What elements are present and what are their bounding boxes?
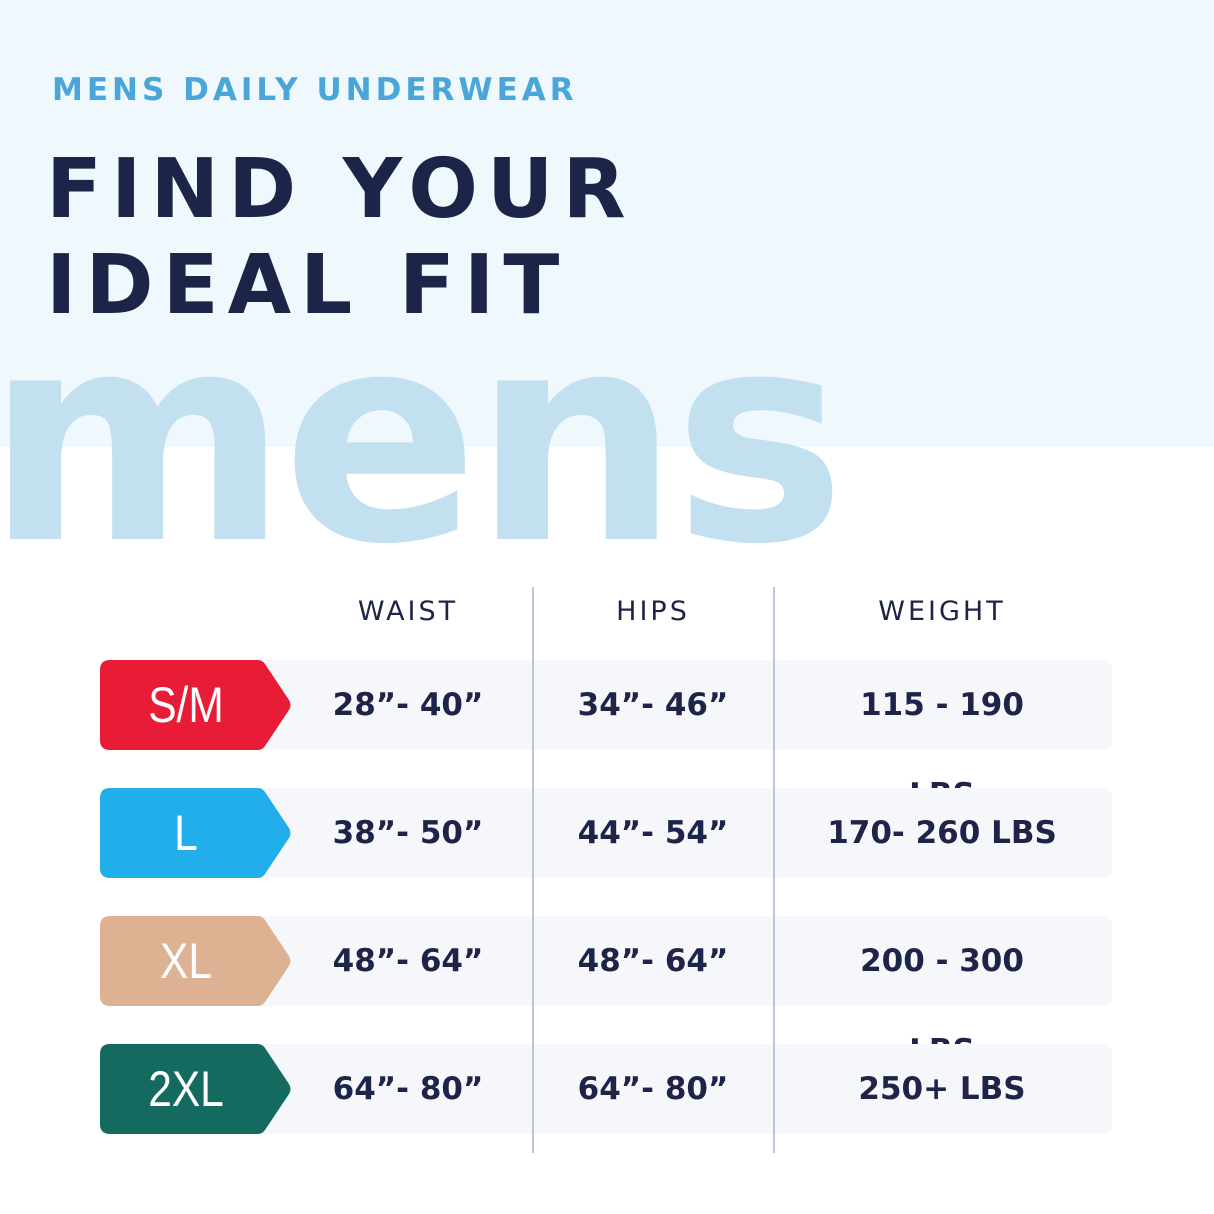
size-badge: 2XL xyxy=(100,1044,291,1134)
tag-path xyxy=(100,1044,291,1134)
waist-value: 48”- 64” xyxy=(332,943,484,979)
weight-value: 200 - 300 LBS xyxy=(860,943,1024,1069)
header-background xyxy=(0,0,1214,447)
tag-path xyxy=(100,916,291,1006)
hips-value: 48”- 64” xyxy=(577,943,729,979)
size-row: XL 48”- 64” 48”- 64” 200 - 300 LBS xyxy=(100,916,1112,1069)
hips-value: 34”- 46” xyxy=(577,687,729,723)
size-row: S/M 28”- 40” 34”- 46” 115 - 190 LBS xyxy=(100,660,1112,813)
size-tag-shape xyxy=(100,916,291,1006)
size-badge: L xyxy=(100,788,291,878)
size-label: 2XL xyxy=(148,1061,224,1117)
header-weight: WEIGHT xyxy=(878,596,1006,627)
size-label: S/M xyxy=(148,677,224,733)
waist-value: 28”- 40” xyxy=(332,687,484,723)
title-line-1: FIND YOUR xyxy=(46,142,635,237)
waist-value: 38”- 50” xyxy=(332,815,484,851)
title-line-2: IDEAL FIT xyxy=(46,238,569,333)
header-waist: WAIST xyxy=(357,596,459,627)
size-row: L 38”- 50” 44”- 54” 170- 260 LBS xyxy=(100,788,1112,878)
watermark-text: mens xyxy=(0,271,846,608)
size-tag-shape xyxy=(100,660,291,750)
hips-value: 44”- 54” xyxy=(577,815,729,851)
size-label: L xyxy=(174,805,198,861)
weight-value: 115 - 190 LBS xyxy=(860,687,1024,813)
waist-value: 64”- 80” xyxy=(332,1071,484,1107)
size-tag-shape xyxy=(100,1044,291,1134)
header-hips: HIPS xyxy=(616,596,690,627)
tag-path xyxy=(100,788,291,878)
hips-value: 64”- 80” xyxy=(577,1071,729,1107)
column-divider xyxy=(773,587,775,1153)
size-tag-shape xyxy=(100,788,291,878)
weight-value: 250+ LBS xyxy=(858,1071,1026,1107)
eyebrow-label: MENS DAILY UNDERWEAR xyxy=(52,72,578,108)
size-label: XL xyxy=(159,933,212,989)
size-badge: S/M xyxy=(100,660,291,750)
column-divider xyxy=(532,587,534,1153)
page-title: FIND YOUR IDEAL FIT xyxy=(46,142,635,334)
tag-path xyxy=(100,660,291,750)
weight-value: 170- 260 LBS xyxy=(827,815,1057,851)
size-badge: XL xyxy=(100,916,291,1006)
size-row: 2XL 64”- 80” 64”- 80” 250+ LBS xyxy=(100,1044,1112,1134)
